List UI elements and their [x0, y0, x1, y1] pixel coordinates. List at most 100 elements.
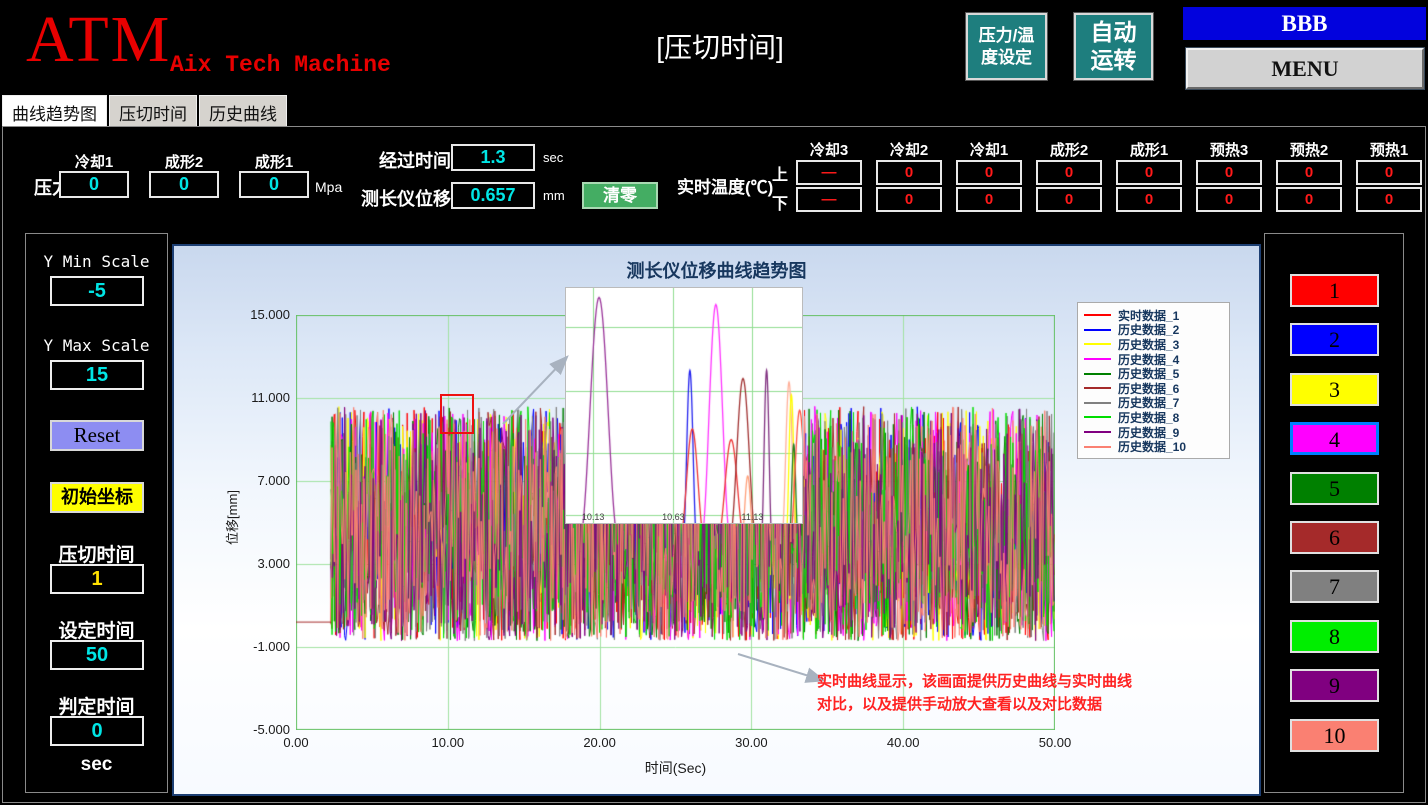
temp-column-header: 成形2 [1049, 142, 1089, 159]
chart-annotation-text: 实时曲线显示，该画面提供历史曲线与实时曲线 对比，以及提供手动放大查看以及对比数… [817, 670, 1132, 717]
y-tick: -5.000 [253, 722, 290, 737]
clear-button[interactable]: 清零 [582, 182, 658, 209]
y-min-scale-field[interactable]: -5 [50, 276, 144, 306]
curve-button-7[interactable]: 7 [1290, 570, 1379, 604]
curve-button-4[interactable]: 4 [1290, 422, 1379, 456]
legend-row: 历史数据_2 [1084, 323, 1223, 337]
inset-x-tick: 11.13 [741, 512, 764, 522]
curve-button-10[interactable]: 10 [1290, 718, 1379, 752]
legend-swatch [1084, 343, 1111, 346]
chart-annotation-line1: 实时曲线显示，该画面提供历史曲线与实时曲线 [817, 673, 1133, 690]
zoom-selection-rect [440, 394, 474, 434]
temp-column-header: 冷却2 [889, 142, 929, 159]
legend-row: 历史数据_3 [1084, 337, 1223, 352]
y-tick: 7.000 [257, 473, 290, 488]
curve-button-5[interactable]: 5 [1290, 471, 1379, 505]
set-time-label: 设定时间 [58, 621, 135, 642]
x-tick: 10.00 [431, 735, 465, 750]
judge-time-field[interactable]: 0 [50, 716, 144, 746]
press-cut-time-field[interactable]: 1 [50, 564, 144, 594]
auto-run-button[interactable]: 自动 运转 [1073, 12, 1154, 81]
legend-swatch [1084, 431, 1111, 434]
atm-logo-subtitle: Aix Tech Machine [170, 52, 391, 78]
y-max-scale-label: Y Max Scale [43, 336, 150, 355]
temp-upper-value: 0 [1356, 160, 1422, 185]
inset-x-tick: 10.13 [581, 512, 605, 522]
y-tick: 15.000 [250, 307, 290, 322]
page-title: [压切时间] [656, 32, 784, 63]
pressure-temp-settings-button[interactable]: 压力/温 度设定 [965, 12, 1048, 81]
x-tick: 50.00 [1038, 735, 1072, 750]
chart-title: 测长仪位移曲线趋势图 [626, 261, 807, 281]
temp-lower-value: 0 [1276, 187, 1342, 212]
temp-upper-value: 0 [1116, 160, 1182, 185]
legend-row: 历史数据_4 [1084, 352, 1223, 367]
temp-row-upper-label: 上 [772, 167, 789, 184]
legend-swatch [1084, 401, 1111, 404]
x-tick: 0.00 [283, 735, 309, 750]
chart-legend: 实时数据_1 历史数据_2 历史数据_3 历史数据_4 历史数据_5 历史数据_6 历史数据… [1077, 302, 1230, 459]
legend-label: 历史数据_5 [1118, 367, 1180, 382]
temp-column-header: 成形1 [1129, 142, 1169, 159]
temp-lower-value: 0 [876, 187, 942, 212]
elapsed-time-value: 1.3 [451, 144, 535, 171]
status-banner: BBB [1183, 7, 1426, 40]
displacement-label: 测长仪位移 [361, 189, 451, 209]
pressure-field-value: 0 [59, 171, 129, 198]
legend-swatch [1084, 358, 1111, 361]
tab-1[interactable]: 曲线趋势图 [2, 95, 107, 126]
legend-row: 历史数据_8 [1084, 410, 1223, 425]
tab-2[interactable]: 压切时间 [109, 95, 197, 126]
y-tick: 11.000 [251, 390, 290, 405]
legend-swatch [1084, 328, 1111, 331]
tab-bar: 曲线趋势图 压切时间 历史曲线 [2, 95, 287, 126]
pressure-field-value: 0 [149, 171, 219, 198]
legend-row: 历史数据_7 [1084, 396, 1223, 410]
legend-swatch [1084, 445, 1111, 448]
curve-button-9[interactable]: 9 [1290, 669, 1379, 703]
temp-upper-value: 0 [956, 160, 1022, 185]
temp-lower-value: 0 [956, 187, 1022, 212]
legend-label: 实时数据_1 [1118, 308, 1180, 323]
x-tick: 30.00 [735, 735, 768, 750]
elapsed-time-unit: sec [543, 150, 564, 165]
temp-lower-value: 0 [1196, 187, 1262, 212]
curve-button-8[interactable]: 8 [1290, 619, 1379, 653]
curve-button-2[interactable]: 2 [1290, 323, 1379, 357]
legend-label: 历史数据_10 [1118, 440, 1187, 455]
initial-coordinates-button[interactable]: 初始坐标 [50, 482, 144, 513]
legend-label: 历史数据_6 [1118, 381, 1180, 396]
realtime-temp-label: 实时温度(℃) [677, 178, 774, 197]
legend-label: 历史数据_3 [1118, 337, 1180, 352]
x-tick: 40.00 [886, 735, 920, 750]
temp-column-header: 冷却1 [969, 142, 1009, 159]
menu-button[interactable]: MENU [1185, 47, 1425, 90]
trend-chart-panel: 测长仪位移曲线趋势图 位移[mm] 15.000 11.000 7.000 3.000… [172, 244, 1261, 796]
legend-swatch [1084, 416, 1111, 419]
temp-upper-value: 0 [876, 160, 942, 185]
pressure-field-value: 0 [239, 171, 309, 198]
tab-3[interactable]: 历史曲线 [199, 95, 287, 126]
legend-row: 历史数据_9 [1084, 425, 1223, 440]
press-cut-time-label: 压切时间 [58, 545, 135, 566]
temp-column-header: 冷却3 [809, 142, 849, 159]
pressure-unit: Mpa [315, 179, 343, 195]
curve-button-3[interactable]: 3 [1290, 372, 1379, 406]
temp-lower-value: — [796, 187, 862, 212]
zoom-inset-canvas [566, 288, 802, 523]
reset-button[interactable]: Reset [50, 420, 144, 451]
left-control-panel: Y Min Scale -5 Y Max Scale 15 Reset 初始坐标… [25, 233, 168, 793]
curve-button-6[interactable]: 6 [1290, 521, 1379, 554]
content-frame: 压力 冷却1 0 成形2 0 成形1 0 Mpa 经过时间 1.3 sec 测长仪位移 0… [2, 126, 1426, 803]
inset-x-tick: 10.63 [662, 512, 685, 522]
displacement-unit: mm [543, 188, 565, 203]
set-time-field[interactable]: 50 [50, 640, 144, 670]
curve-button-1[interactable]: 1 [1290, 274, 1379, 307]
y-max-scale-field[interactable]: 15 [50, 360, 144, 390]
legend-swatch [1084, 314, 1111, 317]
pressure-field-label: 成形1 [254, 154, 294, 171]
temp-column-header: 预热2 [1289, 142, 1329, 159]
zoom-inset-panel: 10.13 10.63 11.13 [565, 287, 803, 524]
y-axis-title: 位移[mm] [224, 490, 240, 545]
temp-upper-value: 0 [1196, 160, 1262, 185]
